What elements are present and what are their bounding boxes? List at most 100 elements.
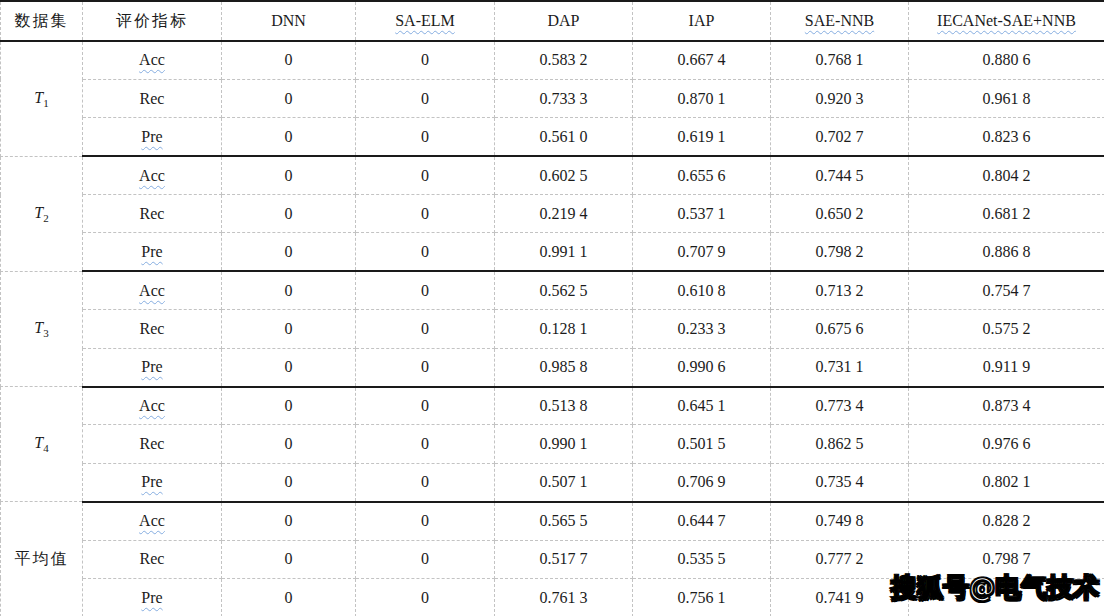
value: 0	[285, 243, 293, 260]
value-cell: 0	[356, 463, 495, 501]
value-cell	[909, 578, 1104, 616]
metric-label-pre: Pre	[141, 473, 162, 490]
value: 0	[285, 512, 293, 529]
value: 0.681 2	[983, 205, 1031, 222]
metric-cell: Rec	[83, 540, 222, 578]
value: 0.713 2	[816, 282, 864, 299]
value: 0.756 1	[678, 589, 726, 606]
value: 0.761 3	[540, 589, 588, 606]
value: 0	[421, 51, 429, 68]
metric-label-pre: Pre	[141, 128, 162, 145]
value: 0.517 7	[540, 550, 588, 567]
value: 0.749 8	[816, 512, 864, 529]
value-cell: 0.233 3	[633, 310, 771, 348]
value: 0	[421, 90, 429, 107]
value: 0.561 0	[540, 128, 588, 145]
value-cell: 0.756 1	[633, 578, 771, 616]
metric-label-acc: Acc	[139, 397, 165, 414]
table-row: 平均值 Acc 0 0 0.565 5 0.644 7 0.749 8 0.82…	[1, 502, 1104, 540]
value-cell: 0.886 8	[909, 233, 1104, 271]
value-cell: 0.517 7	[495, 540, 633, 578]
value-cell: 0.768 1	[771, 41, 909, 79]
value: 0.667 4	[678, 51, 726, 68]
value-cell: 0	[356, 118, 495, 156]
value-cell: 0.513 8	[495, 387, 633, 425]
value-cell: 0	[356, 233, 495, 271]
column-header-metric-label: 评价指标	[116, 12, 188, 29]
value: 0.537 1	[678, 205, 726, 222]
value-cell: 0	[356, 578, 495, 616]
value: 0.990 6	[678, 358, 726, 375]
value-cell: 0.798 7	[909, 540, 1104, 578]
value: 0.985 8	[540, 358, 588, 375]
table-row: Rec 0 0 0.733 3 0.870 1 0.920 3 0.961 8	[1, 79, 1104, 117]
value: 0.610 8	[678, 282, 726, 299]
metric-label-acc: Acc	[139, 167, 165, 184]
value-cell: 0.798 2	[771, 233, 909, 271]
value: 0.880 6	[983, 51, 1031, 68]
value-cell: 0	[222, 271, 356, 309]
value-cell: 0	[222, 387, 356, 425]
value-cell: 0	[356, 79, 495, 117]
metric-label-rec: Rec	[140, 550, 165, 567]
value: 0	[421, 128, 429, 145]
metric-cell: Pre	[83, 578, 222, 616]
header-row: 数据集 评价指标 DNN SA-ELM DAP IAP SAE-NNB IECA…	[1, 1, 1104, 41]
column-header-sae-nnb-label: SAE-NNB	[805, 12, 874, 29]
value-cell: 0.777 2	[771, 540, 909, 578]
value: 0	[285, 435, 293, 452]
value: 0.233 3	[678, 320, 726, 337]
value: 0.650 2	[816, 205, 864, 222]
value: 0	[285, 51, 293, 68]
value-cell: 0.976 6	[909, 425, 1104, 463]
value: 0.562 5	[540, 282, 588, 299]
dataset-subscript: 2	[43, 212, 49, 224]
value: 0	[285, 589, 293, 606]
value: 0.862 5	[816, 435, 864, 452]
value: 0.602 5	[540, 167, 588, 184]
metric-cell: Acc	[83, 156, 222, 194]
dataset-subscript: 1	[43, 97, 49, 109]
value-cell: 0	[222, 425, 356, 463]
value: 0	[285, 90, 293, 107]
value-cell: 0.128 1	[495, 310, 633, 348]
value-cell: 0	[356, 348, 495, 386]
value-cell: 0	[222, 79, 356, 117]
metric-cell: Rec	[83, 79, 222, 117]
value-cell: 0	[356, 195, 495, 233]
value: 0.777 2	[816, 550, 864, 567]
value-cell: 0.562 5	[495, 271, 633, 309]
value: 0.976 6	[983, 435, 1031, 452]
value-cell: 0	[222, 118, 356, 156]
table-row: Rec 0 0 0.128 1 0.233 3 0.675 6 0.575 2	[1, 310, 1104, 348]
value-cell: 0.537 1	[633, 195, 771, 233]
value: 0	[421, 282, 429, 299]
value: 0.644 7	[678, 512, 726, 529]
value-cell: 0.862 5	[771, 425, 909, 463]
value: 0.733 3	[540, 90, 588, 107]
column-header-iecanet: IECANet-SAE+NNB	[909, 1, 1104, 41]
value-cell: 0.644 7	[633, 502, 771, 540]
metric-cell: Pre	[83, 463, 222, 501]
value-cell: 0	[356, 425, 495, 463]
value-cell: 0.681 2	[909, 195, 1104, 233]
value: 0	[285, 282, 293, 299]
value: 0	[421, 205, 429, 222]
value-cell: 0.645 1	[633, 387, 771, 425]
column-header-iecanet-label: IECANet-SAE+NNB	[937, 12, 1076, 29]
value-cell: 0	[222, 348, 356, 386]
value-cell: 0.733 3	[495, 79, 633, 117]
value-cell: 0.650 2	[771, 195, 909, 233]
dataset-cell-t4: T4	[1, 387, 83, 502]
value-cell: 0	[222, 310, 356, 348]
value-cell: 0.219 4	[495, 195, 633, 233]
dataset-symbol: T	[34, 434, 43, 451]
metric-label-pre: Pre	[141, 358, 162, 375]
value-cell: 0.735 4	[771, 463, 909, 501]
value-cell: 0.911 9	[909, 348, 1104, 386]
column-header-iap-label: IAP	[689, 12, 715, 29]
metric-cell: Acc	[83, 387, 222, 425]
dataset-cell-t3: T3	[1, 271, 83, 386]
table-row: Rec 0 0 0.517 7 0.535 5 0.777 2 0.798 7	[1, 540, 1104, 578]
value: 0	[421, 167, 429, 184]
